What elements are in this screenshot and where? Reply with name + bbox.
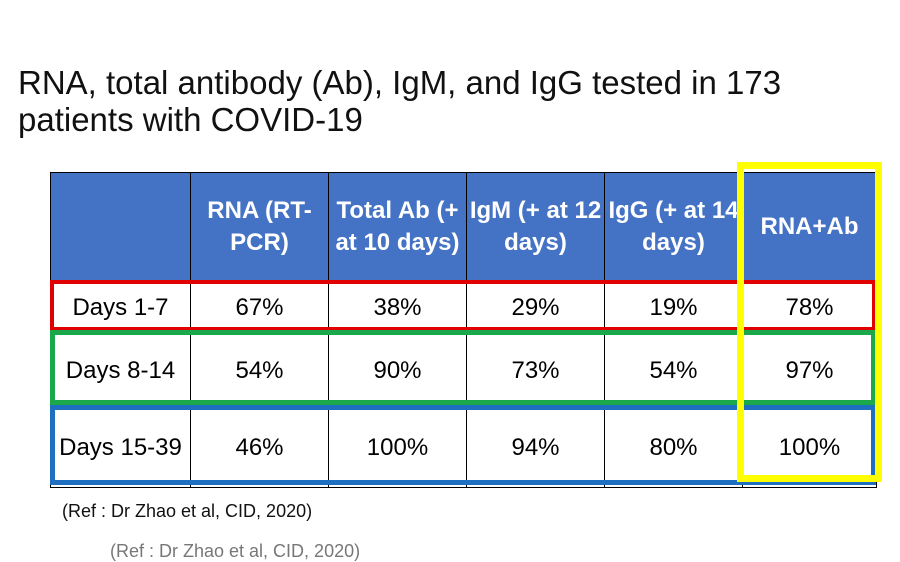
cell-igg: 80% (604, 408, 743, 488)
cell-igm: 94% (466, 408, 605, 488)
cell-rna-ab: 100% (742, 408, 877, 488)
header-total-ab: Total Ab (+ at 10 days) (328, 172, 467, 282)
header-empty (50, 172, 191, 282)
cell-rna: 67% (190, 281, 329, 334)
reference-citation: (Ref : Dr Zhao et al, CID, 2020) (62, 501, 313, 521)
cell-igm: 73% (466, 333, 605, 409)
header-rna-ab: RNA+Ab (742, 172, 877, 282)
cell-rna: 46% (190, 408, 329, 488)
cell-rna: 54% (190, 333, 329, 409)
row-label: Days 8-14 (50, 333, 191, 409)
cell-total-ab: 100% (328, 408, 467, 488)
cell-total-ab: 90% (328, 333, 467, 409)
cell-igg: 54% (604, 333, 743, 409)
row-label: Days 1-7 (50, 281, 191, 334)
header-igm: IgM (+ at 12 days) (466, 172, 605, 282)
cell-total-ab: 38% (328, 281, 467, 334)
table-row: Days 15-39 46% 100% 94% 80% 100% (50, 408, 877, 488)
row-label: Days 15-39 (50, 408, 191, 488)
results-table-container: RNA (RT-PCR) Total Ab (+ at 10 days) IgM… (50, 172, 877, 488)
cell-igm: 29% (466, 281, 605, 334)
cell-igg: 19% (604, 281, 743, 334)
results-table: RNA (RT-PCR) Total Ab (+ at 10 days) IgM… (50, 172, 877, 488)
cell-rna-ab: 78% (742, 281, 877, 334)
header-rna: RNA (RT-PCR) (190, 172, 329, 282)
slide-title: RNA, total antibody (Ab), IgM, and IgG t… (18, 64, 782, 138)
table-row: Days 8-14 54% 90% 73% 54% 97% (50, 333, 877, 409)
cell-rna-ab: 97% (742, 333, 877, 409)
table-header-row: RNA (RT-PCR) Total Ab (+ at 10 days) IgM… (50, 172, 877, 282)
table-row: Days 1-7 67% 38% 29% 19% 78% (50, 281, 877, 334)
reference-citation-cutoff: (Ref : Dr Zhao et al, CID, 2020) (110, 541, 361, 561)
header-igg: IgG (+ at 14 days) (604, 172, 743, 282)
